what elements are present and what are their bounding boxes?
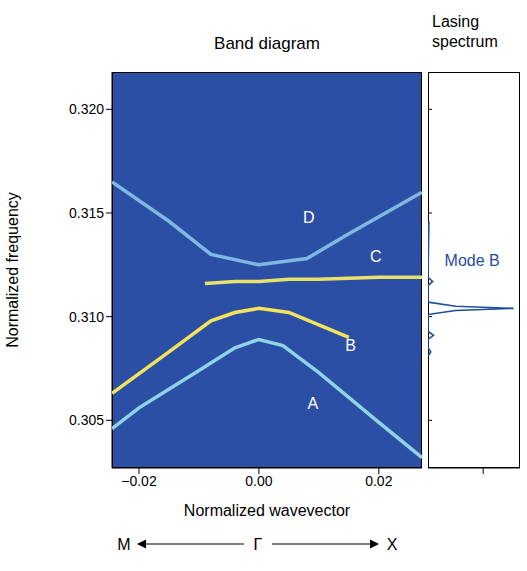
svg-text:Normalized frequency: Normalized frequency (4, 192, 21, 348)
svg-text:M: M (117, 536, 130, 553)
svg-text:B: B (345, 337, 356, 354)
svg-text:0.00: 0.00 (245, 473, 272, 489)
svg-text:0.315: 0.315 (69, 205, 104, 221)
svg-text:−0.02: −0.02 (121, 473, 157, 489)
svg-text:Mode B: Mode B (445, 252, 500, 269)
svg-text:0.310: 0.310 (69, 309, 104, 325)
svg-text:A: A (308, 395, 319, 412)
svg-text:X: X (387, 536, 398, 553)
svg-text:0.02: 0.02 (365, 473, 392, 489)
svg-text:0.320: 0.320 (69, 101, 104, 117)
html-text:Lasing spectrum: Lasing spectrum (432, 13, 498, 50)
svg-text:D: D (303, 209, 315, 226)
svg-text:0.305: 0.305 (69, 412, 104, 428)
html-text:Band diagram: Band diagram (214, 34, 320, 53)
svg-text:Γ: Γ (254, 536, 263, 553)
svg-text:Normalized wavevector: Normalized wavevector (184, 502, 351, 519)
svg-text:C: C (370, 248, 382, 265)
